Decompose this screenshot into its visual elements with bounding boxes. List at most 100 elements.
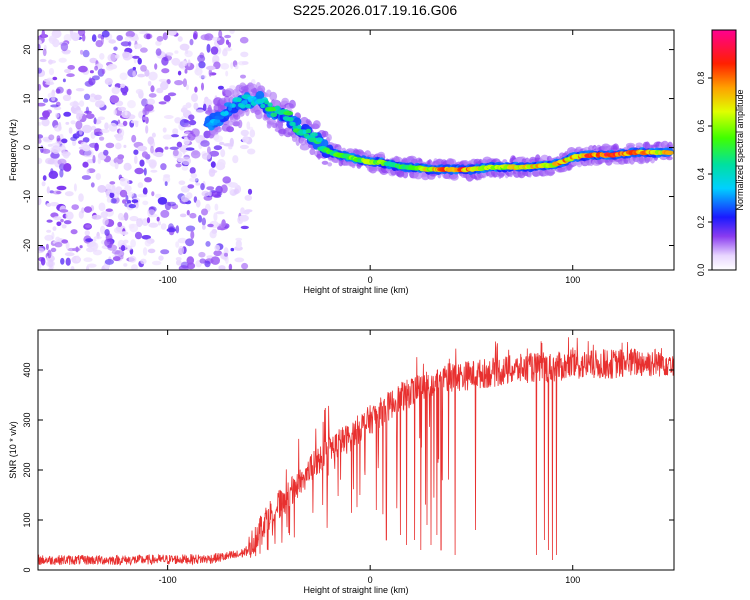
colorbar: 0.0 0.2 0.4 0.6 0.8 Normalized spectral ampl… [696,29,745,276]
noise-blob [222,48,228,57]
ridge-halo [321,130,329,138]
noise-blob [123,263,128,267]
ridge-halo [327,162,333,167]
noise-blob [183,124,192,128]
noise-blob [206,65,216,71]
noise-blob [41,181,46,187]
noise-blob [38,102,46,107]
noise-blob [140,64,147,72]
noise-blob [100,128,110,134]
noise-blob [95,173,102,180]
colorbar-tick-label: 0.4 [696,168,706,181]
noise-blob [87,263,97,268]
noise-blob [55,141,63,145]
noise-blob [190,173,198,179]
noise-blob [164,201,172,211]
noise-blob [139,30,149,35]
noise-blob [163,95,171,102]
ridge-band [255,91,265,100]
noise-blob [71,204,79,211]
noise-blob [166,79,171,85]
noise-blob [120,231,129,236]
noise-blob [38,157,43,164]
noise-blob [108,39,116,44]
noise-blob [41,30,45,39]
noise-blob [206,43,211,53]
noise-blob [134,167,144,175]
noise-blob [205,241,211,247]
noise-blob [97,185,107,193]
noise-blob [53,216,62,221]
noise-blob [63,163,72,172]
noise-blob [198,61,206,69]
noise-blob [223,247,229,255]
ridge-core [224,110,229,116]
noise-blob [169,146,179,150]
noise-blob [146,217,151,224]
noise-blob [179,43,190,51]
noise-blob [158,255,164,261]
noise-blob [190,150,201,159]
noise-blob [48,59,53,65]
noise-blob [177,36,183,42]
noise-blob [38,122,42,126]
noise-blob [76,113,83,121]
noise-blob [93,94,102,101]
noise-blob [187,59,191,67]
noise-blob [65,211,74,220]
y-tick-label: -10 [22,190,32,203]
ridge-core [231,103,236,108]
noise-blob [56,185,67,191]
ridge-halo [269,91,278,101]
noise-blob [154,63,158,70]
noise-blob [185,225,196,232]
noise-blob [63,34,72,42]
noise-blob [156,35,164,42]
noise-blob [141,98,149,107]
noise-blob [48,134,55,141]
noise-blob [213,145,223,151]
noise-blob [83,93,91,101]
noise-blob [182,78,187,88]
noise-blob [144,239,152,247]
noise-blob [225,70,229,77]
noise-blob [46,219,53,223]
spectrogram-y-label: Frequency (Hz) [8,119,18,181]
ridge-halo [309,148,316,155]
noise-blob [202,224,206,230]
noise-blob [164,181,168,187]
ridge-halo [288,99,296,109]
noise-blob [79,100,85,107]
noise-blob [212,54,220,64]
noise-blob [107,53,117,62]
ridge-halo [221,123,231,132]
ridge-halo [233,114,241,120]
noise-blob [185,238,195,247]
noise-blob [147,80,152,87]
noise-blob [187,184,195,189]
noise-blob [208,68,212,77]
colorbar-tick-label: 0.6 [696,120,706,133]
noise-blob [176,141,183,148]
noise-blob [182,59,188,67]
noise-blob [167,92,177,97]
ridge-core [260,103,266,109]
noise-blob [155,40,162,46]
ridge-core [283,111,294,116]
noise-blob [92,249,103,256]
noise-blob [120,83,126,89]
noise-blob [165,52,174,57]
spectrogram-y-ticks: -20 -10 0 10 20 [22,45,674,252]
noise-blob [99,53,105,60]
noise-blob [222,176,231,184]
noise-blob [186,256,195,265]
noise-blob [144,69,150,77]
noise-blob [174,50,179,54]
ridge-band [321,139,329,148]
noise-blob [195,109,205,113]
noise-blob [89,70,94,74]
noise-blob [120,255,124,260]
noise-blob [179,144,189,153]
noise-blob [50,104,59,108]
noise-blob [161,68,170,74]
